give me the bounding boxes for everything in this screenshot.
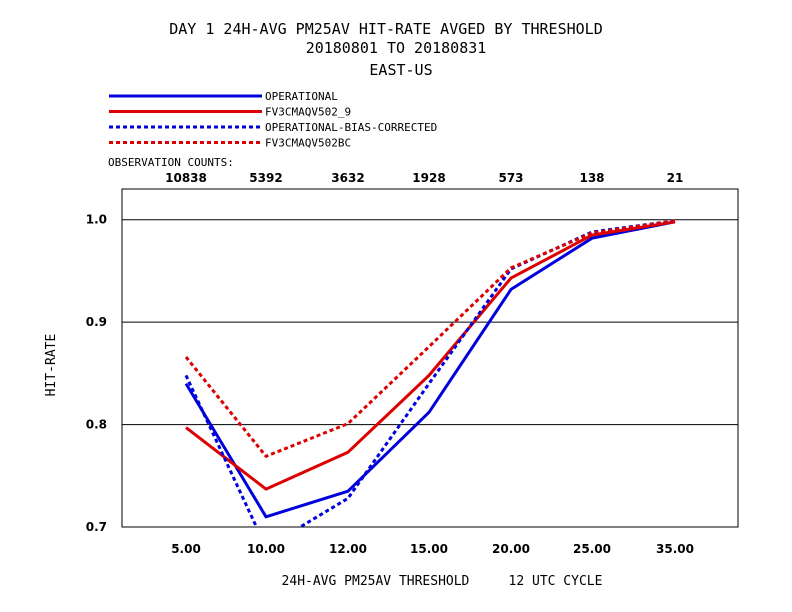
observation-count: 21	[667, 171, 684, 185]
observation-count: 573	[498, 171, 523, 185]
x-tick-labels: 5.00 10.00 12.00 15.00 20.00 25.00 35.00	[171, 542, 694, 556]
legend-label: FV3CMAQV502BC	[265, 137, 351, 150]
y-axis-label: HIT-RATE	[44, 334, 59, 397]
series-line-fv3cmaqv502bc	[184, 219, 676, 458]
y-tick-label: 0.8	[86, 418, 107, 432]
legend-label: OPERATIONAL	[265, 90, 338, 103]
y-tick-label: 0.9	[86, 315, 107, 329]
observation-count: 3632	[331, 171, 364, 185]
observation-counts: 10838 5392 3632 1928 573 138 21	[165, 171, 683, 185]
legend-label: FV3CMAQV502_9	[265, 106, 351, 119]
observation-count: 5392	[249, 171, 282, 185]
legend-label: OPERATIONAL-BIAS-CORRECTED	[265, 121, 437, 134]
x-tick-label: 15.00	[410, 542, 448, 556]
observation-count: 1928	[412, 171, 445, 185]
chart-date-range: 20180801 TO 20180831	[306, 39, 487, 57]
x-axis-label: 24H-AVG PM25AV THRESHOLD 12 UTC CYCLE	[282, 574, 603, 589]
grid-lines	[122, 219, 738, 426]
observation-counts-label: OBSERVATION COUNTS:	[108, 156, 234, 169]
x-tick-label: 10.00	[247, 542, 285, 556]
observation-count: 10838	[165, 171, 207, 185]
y-tick-labels: 0.7 0.8 0.9 1.0	[86, 213, 107, 534]
chart-title: DAY 1 24H-AVG PM25AV HIT-RATE AVGED BY T…	[169, 20, 602, 38]
plot-frame	[121, 188, 739, 528]
series-line-operational	[184, 220, 676, 519]
x-tick-label: 20.00	[492, 542, 530, 556]
legend: OPERATIONAL FV3CMAQV502_9 OPERATIONAL-BIAS…	[109, 90, 437, 150]
series-line-operational-bias-corrected	[184, 219, 676, 527]
x-tick-label: 12.00	[329, 542, 367, 556]
observation-count: 138	[579, 171, 604, 185]
series-line-fv3cmaqv502-9	[185, 220, 676, 491]
y-tick-label: 0.7	[86, 520, 107, 534]
series-lines	[184, 219, 676, 527]
x-tick-label: 35.00	[656, 542, 694, 556]
x-tick-label: 5.00	[171, 542, 201, 556]
x-tick-label: 25.00	[573, 542, 611, 556]
chart-region: EAST-US	[369, 61, 432, 79]
y-tick-label: 1.0	[86, 213, 107, 227]
